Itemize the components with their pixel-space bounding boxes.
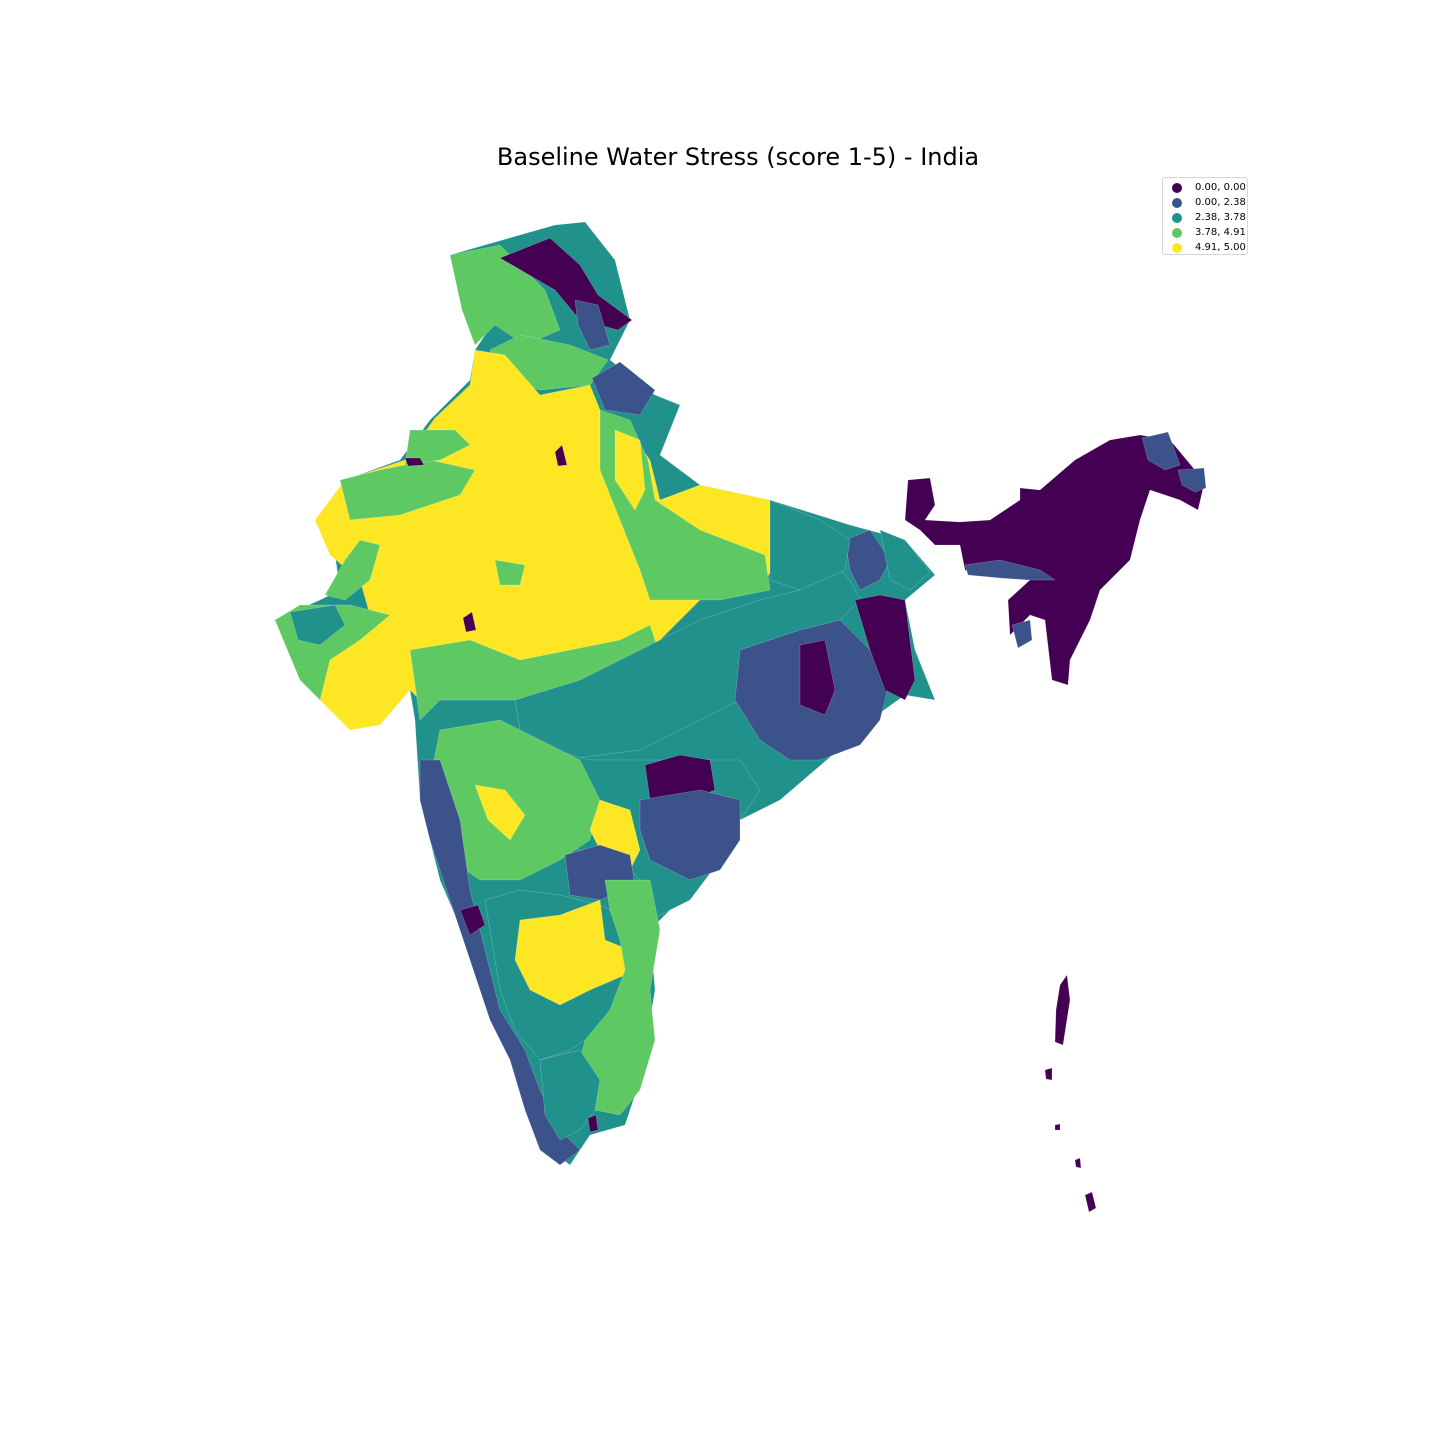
map-region: [844, 529, 891, 591]
map-region: [614, 429, 646, 511]
legend-swatch: [1172, 212, 1182, 223]
legend-item: 0.00, 2.38: [1172, 195, 1247, 210]
map-region: [879, 529, 931, 591]
map-region: [1054, 974, 1071, 1046]
map-region: [462, 611, 477, 633]
map-region: [474, 784, 526, 841]
map-region: [769, 499, 851, 591]
legend-label: 2.38, 3.78: [1195, 212, 1246, 223]
map-region: [539, 1049, 601, 1141]
legend-label: 0.00, 0.00: [1195, 182, 1246, 193]
map-region: [1054, 1123, 1061, 1131]
map-region: [459, 904, 486, 936]
map-region: [587, 1114, 599, 1133]
legend-swatch: [1172, 182, 1182, 193]
map-region: [599, 409, 771, 601]
legend-item: 0.00, 0.00: [1172, 180, 1247, 195]
legend-label: 3.78, 4.91: [1195, 227, 1246, 238]
map-region: [1084, 1191, 1097, 1213]
map-region: [964, 559, 1056, 581]
map-region: [324, 539, 381, 601]
legend-item: 4.91, 5.00: [1172, 240, 1247, 255]
map-region: [1044, 1067, 1053, 1081]
map-region: [339, 459, 476, 521]
map-region: [499, 237, 633, 331]
map-region: [1011, 619, 1033, 649]
legend-item: 2.38, 3.78: [1172, 210, 1247, 225]
map-title: Baseline Water Stress (score 1-5) - Indi…: [496, 143, 980, 171]
map-region: [591, 361, 656, 416]
map-region: [639, 789, 741, 881]
legend-swatch: [1172, 242, 1182, 253]
map-region: [904, 434, 1206, 686]
map-region: [514, 559, 861, 761]
legend-swatch: [1172, 227, 1182, 238]
legend-swatch: [1172, 197, 1182, 208]
map-region: [854, 594, 916, 701]
legend-item: 3.78, 4.91: [1172, 225, 1247, 240]
legend-label: 4.91, 5.00: [1195, 242, 1246, 253]
map-region: [554, 444, 568, 467]
map-region: [574, 299, 611, 351]
map-region: [404, 457, 425, 467]
legend-label: 0.00, 2.38: [1195, 197, 1246, 208]
map-region: [289, 604, 346, 646]
map-region: [799, 639, 836, 716]
map-region: [1074, 1157, 1082, 1169]
map-region: [419, 759, 581, 1166]
map-legend: 0.00, 0.00 0.00, 2.38 2.38, 3.78 3.78, 4.91…: [1162, 177, 1248, 255]
map-region: [1141, 431, 1181, 471]
map-region: [494, 559, 526, 586]
map-region: [1177, 467, 1207, 493]
